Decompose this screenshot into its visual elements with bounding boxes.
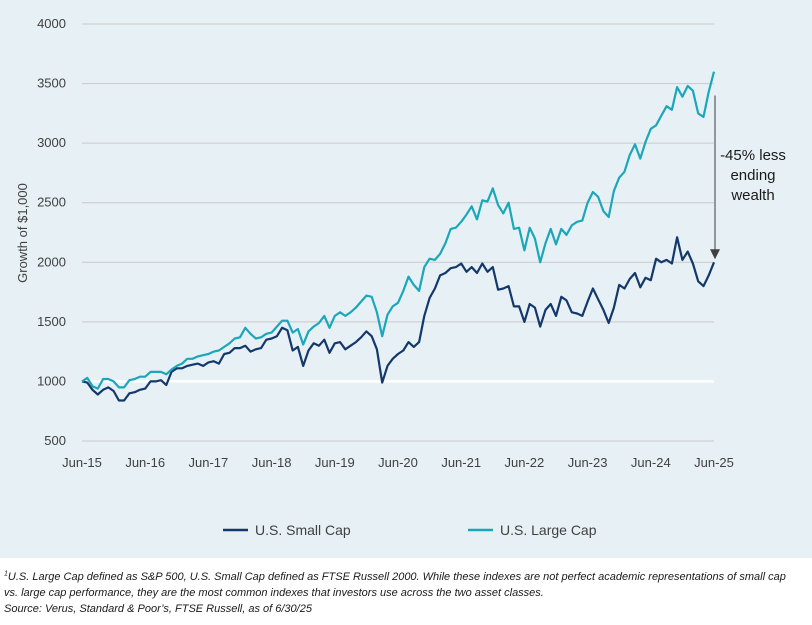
x-axis-tick-labels: Jun-15 Jun-16 Jun-17 Jun-18 Jun-19 Jun-20 Jun-… — [62, 455, 734, 470]
annotation: -45% less ending wealth — [710, 95, 786, 260]
x-tick-label: Jun-24 — [631, 455, 671, 470]
footnote-marker: 1 — [4, 570, 8, 578]
x-tick-label: Jun-25 — [694, 455, 734, 470]
annotation-line-3: wealth — [730, 187, 774, 204]
legend: U.S. Small Cap U.S. Large Cap — [223, 522, 597, 538]
legend-label-small-cap: U.S. Small Cap — [255, 522, 351, 538]
x-tick-label: Jun-17 — [189, 455, 229, 470]
chart-panel: 500 1000 1500 2000 2500 3000 3500 4000 Jun-15 Ju… — [0, 0, 812, 558]
y-tick-label: 1000 — [37, 373, 66, 388]
annotation-arrowhead — [710, 249, 720, 260]
x-tick-label: Jun-21 — [441, 455, 481, 470]
series-lines — [81, 71, 716, 402]
y-tick-label: 3500 — [37, 76, 66, 91]
x-tick-label: Jun-19 — [315, 455, 355, 470]
footnote: 1U.S. Large Cap defined as S&P 500, U.S.… — [4, 569, 808, 617]
annotation-line-1: -45% less — [720, 147, 786, 164]
y-tick-label: 1500 — [37, 314, 66, 329]
series-line-large-cap — [81, 71, 716, 390]
y-axis-tick-labels: 500 1000 1500 2000 2500 3000 3500 4000 — [37, 16, 66, 448]
x-tick-label: Jun-22 — [505, 455, 545, 470]
x-tick-label: Jun-15 — [62, 455, 102, 470]
series-line-small-cap — [81, 236, 716, 402]
y-tick-label: 2000 — [37, 254, 66, 269]
x-tick-label: Jun-23 — [568, 455, 608, 470]
footnote-source: Source: Verus, Standard & Poor’s, FTSE R… — [4, 603, 312, 615]
y-tick-label: 2500 — [37, 195, 66, 210]
x-tick-label: Jun-18 — [252, 455, 292, 470]
x-tick-label: Jun-20 — [378, 455, 418, 470]
annotation-line-2: ending — [730, 167, 775, 184]
y-tick-label: 3000 — [37, 135, 66, 150]
footnote-line-2: vs. large cap performance, they are the … — [4, 587, 544, 599]
footnote-line-1: 1U.S. Large Cap defined as S&P 500, U.S.… — [4, 569, 808, 585]
y-tick-label: 4000 — [37, 16, 66, 31]
gridlines — [82, 23, 714, 442]
y-axis-label: Growth of $1,000 — [15, 183, 30, 283]
y-tick-label: 500 — [44, 433, 66, 448]
footnote-text-1: U.S. Large Cap defined as S&P 500, U.S. … — [7, 571, 786, 583]
legend-label-large-cap: U.S. Large Cap — [500, 522, 597, 538]
x-tick-label: Jun-16 — [125, 455, 165, 470]
